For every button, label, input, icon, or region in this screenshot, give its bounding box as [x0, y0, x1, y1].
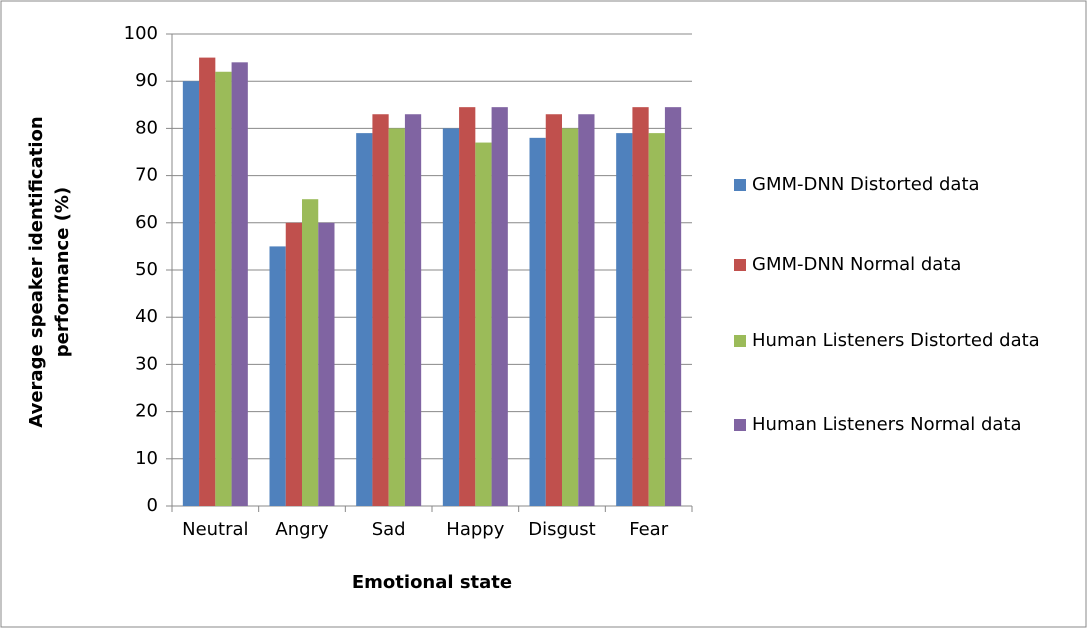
bar [372, 114, 389, 507]
bar [285, 222, 302, 507]
bar [459, 107, 476, 506]
bar [388, 128, 405, 506]
y-tick-label: 80 [135, 117, 158, 138]
y-tick-label: 60 [135, 212, 158, 233]
y-tick-label: 20 [135, 401, 158, 422]
bar [616, 133, 633, 506]
legend-item: GMM-DNN Distorted data [734, 172, 1084, 198]
x-tick-label: Disgust [528, 519, 596, 540]
y-tick-label: 30 [135, 353, 158, 374]
bar [318, 222, 335, 507]
bar [562, 128, 579, 506]
bar [215, 71, 232, 506]
bar [648, 133, 665, 506]
bar [529, 137, 546, 506]
bar [182, 81, 200, 506]
y-tick-label: 70 [135, 165, 158, 186]
bar [404, 114, 422, 507]
bar [632, 107, 649, 506]
legend-item: Human Listeners Distorted data [734, 328, 1044, 354]
bar [269, 246, 286, 506]
legend-label: GMM-DNN Normal data [752, 254, 962, 275]
legend-swatch [734, 335, 746, 347]
y-tick-label: 50 [135, 259, 158, 280]
bar [491, 107, 508, 506]
x-tick-label: Sad [372, 519, 406, 540]
bar [356, 133, 373, 506]
y-tick-label: 100 [124, 23, 158, 44]
legend-swatch [734, 179, 746, 191]
x-tick-label: Neutral [182, 519, 248, 540]
bar [231, 62, 248, 506]
bar [578, 114, 595, 507]
y-axis-label: Average speaker identification performan… [26, 116, 73, 428]
y-tick-label: 40 [135, 306, 158, 327]
x-tick-label: Fear [629, 519, 668, 540]
x-tick-label: Happy [446, 519, 504, 540]
y-tick-label: 90 [135, 70, 158, 91]
bar [199, 57, 216, 506]
legend-swatch [734, 419, 746, 431]
legend-label: GMM-DNN Distorted data [752, 174, 980, 195]
y-tick-label: 0 [147, 495, 158, 516]
legend-item: GMM-DNN Normal data [734, 252, 1084, 278]
bar [442, 128, 460, 506]
x-axis-label: Emotional state [352, 572, 512, 593]
x-tick-label: Angry [275, 519, 329, 540]
y-tick-label: 10 [135, 448, 158, 469]
legend-label: Human Listeners Distorted data [752, 330, 1040, 351]
legend-label: Human Listeners Normal data [752, 414, 1022, 435]
legend-swatch [734, 259, 746, 271]
bar [475, 142, 492, 506]
bar [545, 114, 562, 507]
bar [664, 107, 682, 506]
legend-item: Human Listeners Normal data [734, 412, 1084, 438]
bar [302, 199, 319, 506]
